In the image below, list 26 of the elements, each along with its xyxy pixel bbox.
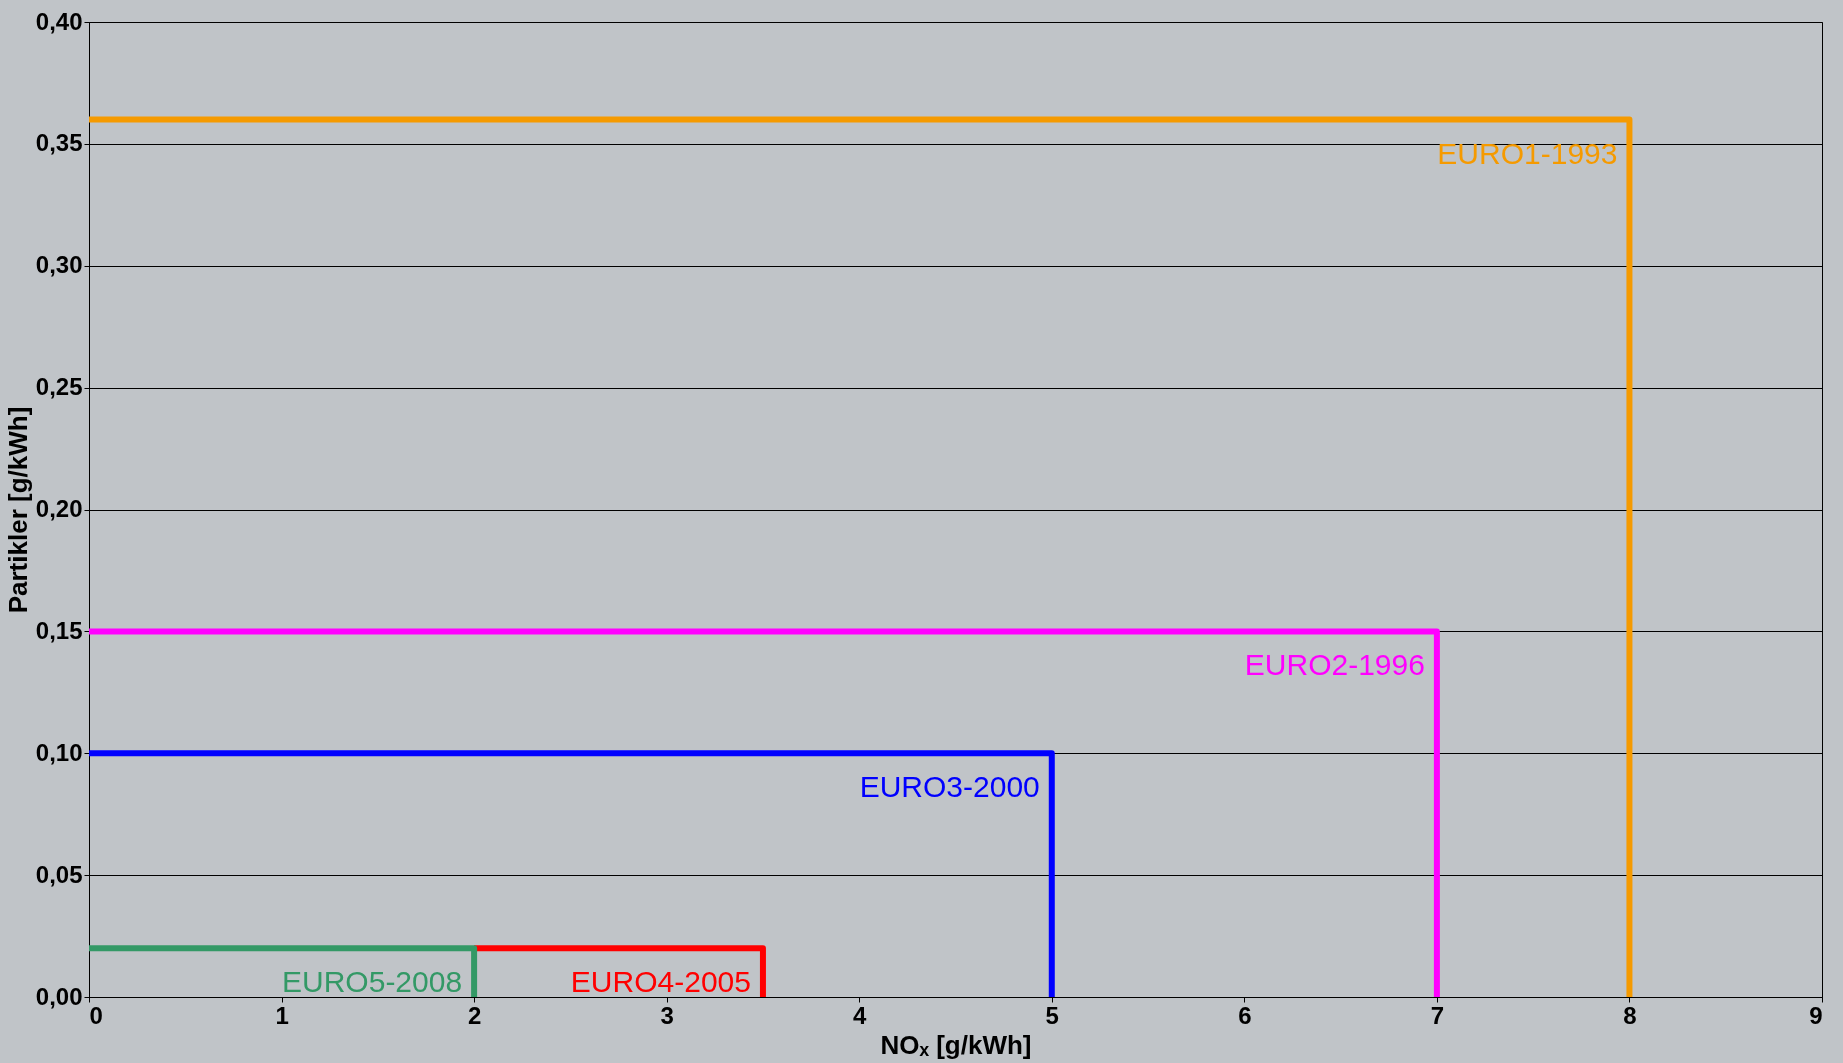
series-label: EURO3-2000 [859, 770, 1040, 804]
y-tick-label: 0,35 [35, 129, 83, 157]
y-tick-label: 0,05 [35, 860, 83, 888]
series-label: EURO2-1996 [1244, 648, 1425, 682]
x-tick-label: 3 [660, 1001, 674, 1029]
x-tick-label: 7 [1430, 1001, 1445, 1029]
y-tick-label: 0,15 [35, 616, 83, 644]
y-axis-title: Partikler [g/kWh] [2, 406, 33, 614]
y-tick-label: 0,40 [35, 7, 83, 35]
x-tick-label: 5 [1045, 1001, 1059, 1029]
x-tick-label: 1 [275, 1001, 289, 1029]
x-tick-label: 8 [1623, 1001, 1637, 1029]
series-label: EURO4-2005 [570, 965, 751, 999]
y-tick-label: 0,30 [35, 251, 83, 279]
y-tick-label: 0,00 [35, 982, 83, 1010]
x-tick-label: 6 [1238, 1001, 1252, 1029]
series-label: EURO1-1993 [1437, 136, 1618, 170]
y-tick-label: 0,10 [35, 738, 83, 766]
x-tick-label: 0 [89, 1001, 103, 1029]
series-label: EURO5-2008 [282, 965, 463, 999]
y-tick-label: 0,20 [35, 495, 83, 522]
x-tick-label: 4 [853, 1001, 868, 1029]
y-tick-label: 0,25 [35, 373, 83, 401]
x-tick-label: 2 [467, 1001, 482, 1029]
x-tick-label: 9 [1809, 1001, 1823, 1029]
x-axis-title: NOₓ [g/kWh] [880, 1029, 1032, 1060]
